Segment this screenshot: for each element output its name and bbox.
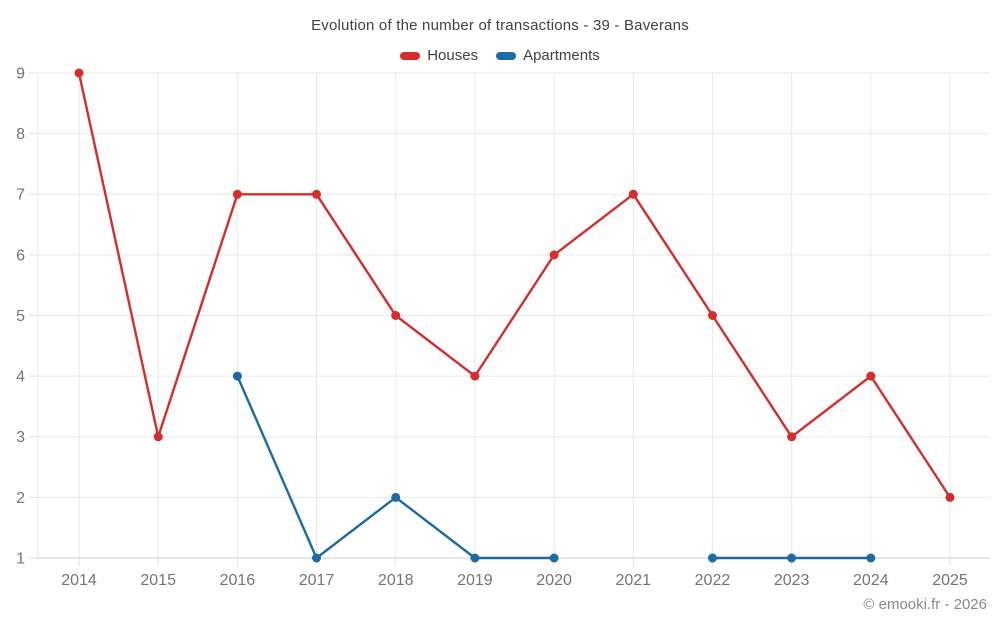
y-axis-label: 6 xyxy=(16,247,25,264)
houses-data-point[interactable] xyxy=(549,250,559,260)
apartments-data-point[interactable] xyxy=(708,553,717,563)
y-axis-label: 9 xyxy=(16,65,25,82)
houses-data-point[interactable] xyxy=(708,311,717,320)
houses-data-point[interactable] xyxy=(74,68,84,78)
chart-legend: Houses Apartments xyxy=(0,47,1000,64)
y-axis-label: 3 xyxy=(16,429,25,446)
legend-item-apartments[interactable]: Apartments xyxy=(496,47,600,64)
y-axis-label: 1 xyxy=(16,550,25,567)
houses-data-point[interactable] xyxy=(153,432,163,442)
x-axis-label: 2024 xyxy=(853,572,889,589)
y-axis-label: 8 xyxy=(16,126,25,143)
apartments-data-point[interactable] xyxy=(470,553,480,563)
houses-data-point[interactable] xyxy=(787,432,797,442)
apartments-legend-label: Apartments xyxy=(523,47,600,64)
x-axis-label: 2021 xyxy=(615,572,651,589)
apartments-data-point[interactable] xyxy=(549,553,559,563)
houses-data-point[interactable] xyxy=(945,492,955,502)
apartments-data-point[interactable] xyxy=(232,371,242,381)
x-axis-label: 2014 xyxy=(61,572,97,589)
x-axis-label: 2025 xyxy=(932,572,968,589)
y-axis-label: 7 xyxy=(16,187,25,204)
y-axis-label: 4 xyxy=(16,369,25,386)
x-axis-label: 2020 xyxy=(536,572,572,589)
y-axis-label: 2 xyxy=(16,490,25,507)
houses-data-point[interactable] xyxy=(312,189,321,199)
apartments-data-point[interactable] xyxy=(391,492,401,502)
x-axis-label: 2023 xyxy=(774,572,810,589)
footer-credit: © emooki.fr - 2026 xyxy=(863,596,987,613)
x-axis-label: 2022 xyxy=(695,572,731,589)
x-axis-label: 2016 xyxy=(220,572,256,589)
apartments-data-point[interactable] xyxy=(312,553,321,563)
houses-legend-label: Houses xyxy=(427,47,479,64)
chart-title: Evolution of the number of transactions … xyxy=(311,17,689,34)
apartments-legend-swatch-icon xyxy=(496,51,517,60)
apartments-data-point[interactable] xyxy=(787,553,797,563)
legend-item-houses[interactable]: Houses xyxy=(400,47,478,64)
houses-data-point[interactable] xyxy=(232,189,242,199)
houses-data-point[interactable] xyxy=(470,371,480,381)
x-axis-label: 2018 xyxy=(378,572,414,589)
y-axis-label: 5 xyxy=(16,308,25,325)
x-axis-label: 2017 xyxy=(299,572,335,589)
houses-data-point[interactable] xyxy=(866,371,876,381)
x-axis-label: 2019 xyxy=(457,572,493,589)
x-axis-label: 2015 xyxy=(140,572,176,589)
houses-legend-swatch-icon xyxy=(400,51,421,60)
houses-data-point[interactable] xyxy=(391,311,401,320)
houses-series-line xyxy=(77,71,952,499)
apartments-data-point[interactable] xyxy=(866,553,876,563)
houses-data-point[interactable] xyxy=(628,189,638,199)
